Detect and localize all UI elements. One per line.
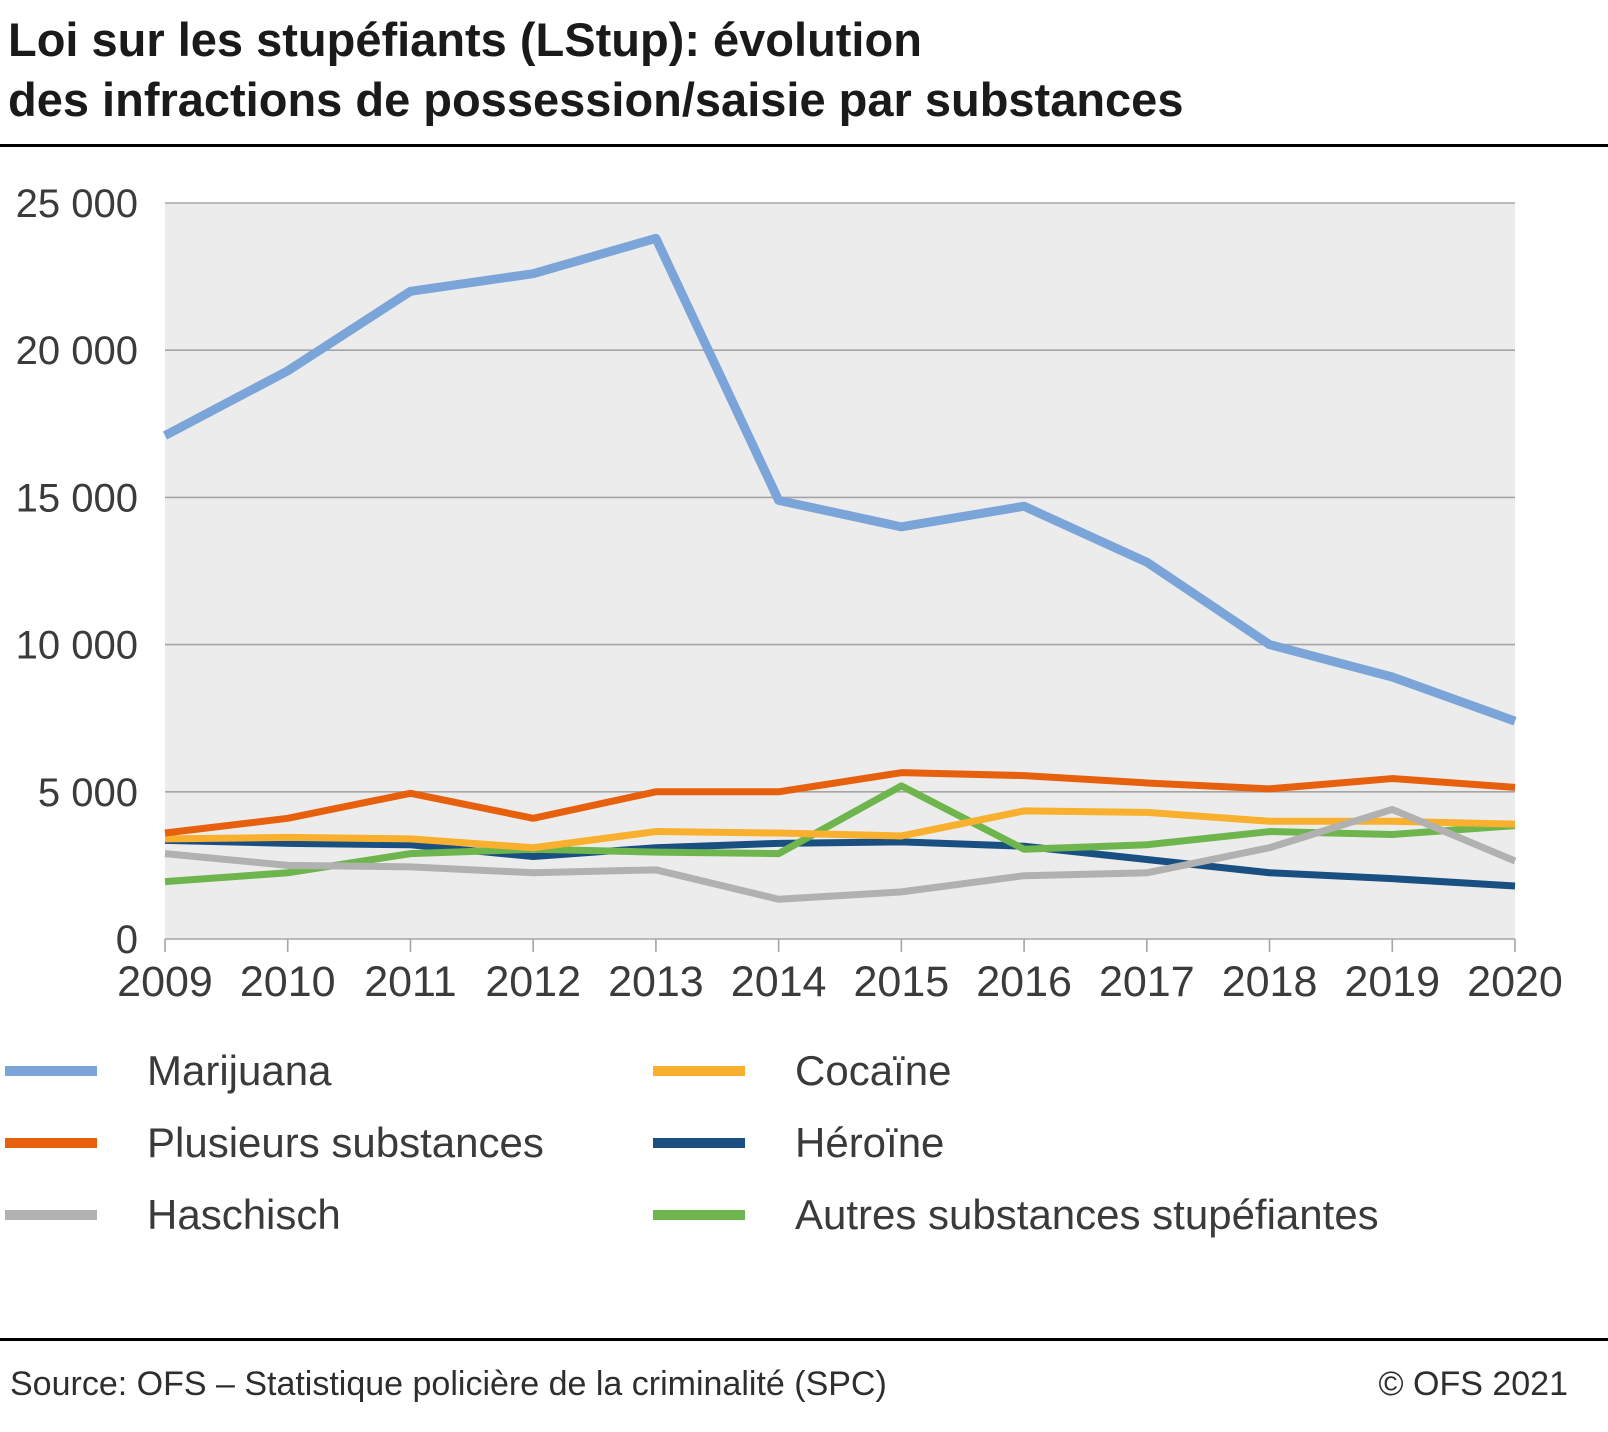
x-tick-label: 2016: [976, 958, 1072, 1006]
x-tick-label: 2014: [731, 958, 827, 1006]
legend-label: Autres substances stupéfiantes: [795, 1191, 1379, 1239]
y-tick-label: 15 000: [16, 477, 138, 521]
legend-item-marijuana: Marijuana: [5, 1047, 653, 1095]
legend-label: Cocaïne: [795, 1047, 952, 1095]
y-tick-label: 0: [116, 918, 138, 962]
footer-source: Source: OFS – Statistique policière de l…: [10, 1365, 887, 1403]
y-tick-label: 20 000: [16, 330, 138, 374]
x-tick-label: 2009: [117, 958, 213, 1006]
series-line-plusieurs-substances: [164, 769, 1516, 837]
legend-swatch: [653, 1066, 745, 1077]
legend-item-plusieurs-substances: Plusieurs substances: [5, 1119, 653, 1167]
legend-label: Héroïne: [795, 1119, 945, 1167]
y-tick-label: 10 000: [16, 624, 138, 668]
legend-item-haschisch: Haschisch: [5, 1191, 653, 1239]
x-tick-label: 2019: [1344, 958, 1440, 1006]
legend-label: Marijuana: [147, 1047, 332, 1095]
footer-copyright: © OFS 2021: [1378, 1365, 1568, 1403]
legend-label: Plusieurs substances: [147, 1119, 544, 1167]
x-tick-label: 2011: [364, 958, 456, 1006]
footer: Source: OFS – Statistique policière de l…: [0, 1338, 1608, 1432]
legend-column-right: Cocaïne Héroïne Autres substances stupéf…: [653, 1047, 1608, 1239]
footer-divider: [0, 1338, 1608, 1341]
legend-swatch: [5, 1210, 97, 1221]
chart-title-line1: Loi sur les stupéfiants (LStup): évoluti…: [8, 13, 922, 66]
series-line-haschisch: [164, 806, 1517, 904]
legend-swatch: [653, 1138, 745, 1149]
x-tick-label: 2013: [608, 958, 704, 1006]
legend-item-autres-substances: Autres substances stupéfiantes: [653, 1191, 1608, 1239]
chart-title-line2: des infractions de possession/saisie par…: [8, 73, 1184, 127]
x-tick-label: 2020: [1467, 958, 1563, 1006]
x-tick-label: 2017: [1099, 958, 1195, 1006]
series-line-heroine: [164, 837, 1516, 890]
y-tick-label: 25 000: [16, 182, 138, 226]
legend-swatch: [5, 1066, 97, 1077]
x-tick-label: 2010: [240, 958, 336, 1006]
series-line-autres-substances-stupefiantes: [164, 782, 1516, 886]
x-tick-label: 2012: [485, 958, 581, 1006]
legend-label: Haschisch: [147, 1191, 341, 1239]
x-tick-label: 2015: [854, 958, 950, 1006]
legend-swatch: [5, 1138, 97, 1149]
series-line-marijuana: [162, 234, 1517, 726]
plot-area: [165, 203, 1515, 940]
legend: Marijuana Plusieurs substances Haschisch…: [0, 1047, 1608, 1239]
legend-item-cocaine: Cocaïne: [653, 1047, 1608, 1095]
title-divider: [0, 144, 1608, 148]
legend-column-left: Marijuana Plusieurs substances Haschisch: [5, 1047, 653, 1239]
line-chart: 0 5 000 10 000 15 000 20 000 25 000 2009 2010 20…: [16, 182, 1563, 1006]
legend-item-heroine: Héroïne: [653, 1119, 1608, 1167]
chart-title: Loi sur les stupéfiants (LStup): évoluti…: [0, 0, 1608, 144]
series-line-cocaine: [164, 807, 1516, 852]
y-tick-label: 5 000: [38, 771, 138, 815]
legend-swatch: [653, 1210, 745, 1221]
x-tick-label: 2018: [1222, 958, 1318, 1006]
